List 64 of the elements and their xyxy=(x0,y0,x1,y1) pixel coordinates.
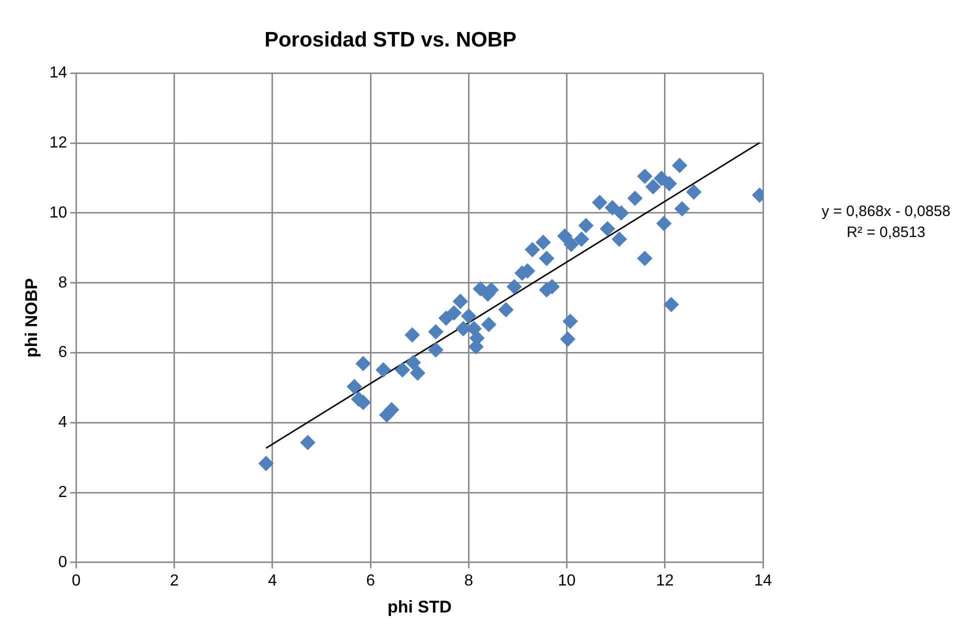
point xyxy=(564,236,579,252)
point xyxy=(637,168,652,184)
y-tick-label: 14 xyxy=(49,64,68,82)
x-tick-label: 8 xyxy=(464,572,474,590)
point xyxy=(456,321,471,336)
x-tick-label: 6 xyxy=(366,572,376,590)
point xyxy=(376,362,391,378)
point xyxy=(428,342,444,358)
point xyxy=(574,232,589,247)
point xyxy=(557,228,572,244)
point xyxy=(410,366,426,381)
point xyxy=(664,297,679,312)
point xyxy=(672,158,688,173)
point xyxy=(562,314,578,329)
point xyxy=(539,250,554,266)
y-tick-label: 10 xyxy=(49,204,68,222)
x-tick-label: 12 xyxy=(656,572,674,590)
y-tick-label: 6 xyxy=(58,344,68,362)
y-axis-title: phi NOBP xyxy=(22,278,41,358)
x-tick-label: 2 xyxy=(170,572,179,590)
point xyxy=(498,302,514,318)
point xyxy=(600,221,615,236)
point xyxy=(524,242,540,258)
point xyxy=(592,194,608,210)
point xyxy=(356,356,371,372)
point xyxy=(428,324,444,340)
point xyxy=(300,435,316,450)
point xyxy=(536,234,551,250)
x-tick-label: 10 xyxy=(558,572,576,590)
point xyxy=(406,355,421,370)
y-tick-label: 0 xyxy=(58,554,68,571)
x-tick-label: 14 xyxy=(754,572,772,590)
point xyxy=(614,205,629,220)
x-tick-label: 4 xyxy=(268,572,277,590)
point xyxy=(461,308,476,324)
x-axis-title: phi STD xyxy=(387,597,452,616)
point xyxy=(466,321,482,336)
point xyxy=(394,362,410,378)
y-tick-label: 12 xyxy=(49,134,68,152)
point xyxy=(404,327,420,342)
x-tick-label: 0 xyxy=(72,572,81,590)
point xyxy=(646,179,661,194)
chart-title: Porosidad STD vs. NOBP xyxy=(264,28,517,52)
point xyxy=(656,216,672,231)
point xyxy=(674,201,690,216)
point xyxy=(346,379,362,394)
point xyxy=(662,176,677,192)
point xyxy=(452,294,468,309)
point xyxy=(604,200,620,216)
point xyxy=(686,184,702,200)
point xyxy=(258,456,274,472)
point xyxy=(637,250,652,266)
point xyxy=(560,332,576,347)
y-tick-label: 8 xyxy=(58,274,68,292)
y-tick-label: 4 xyxy=(58,414,68,432)
text: y = 0,868x - 0,0858 xyxy=(822,203,950,220)
point xyxy=(627,190,642,206)
point xyxy=(578,218,594,234)
point xyxy=(446,305,462,320)
point xyxy=(506,279,522,294)
text: R² = 0,8513 xyxy=(846,224,926,241)
point xyxy=(481,316,496,332)
point xyxy=(612,232,627,247)
y-tick-label: 2 xyxy=(58,484,68,501)
